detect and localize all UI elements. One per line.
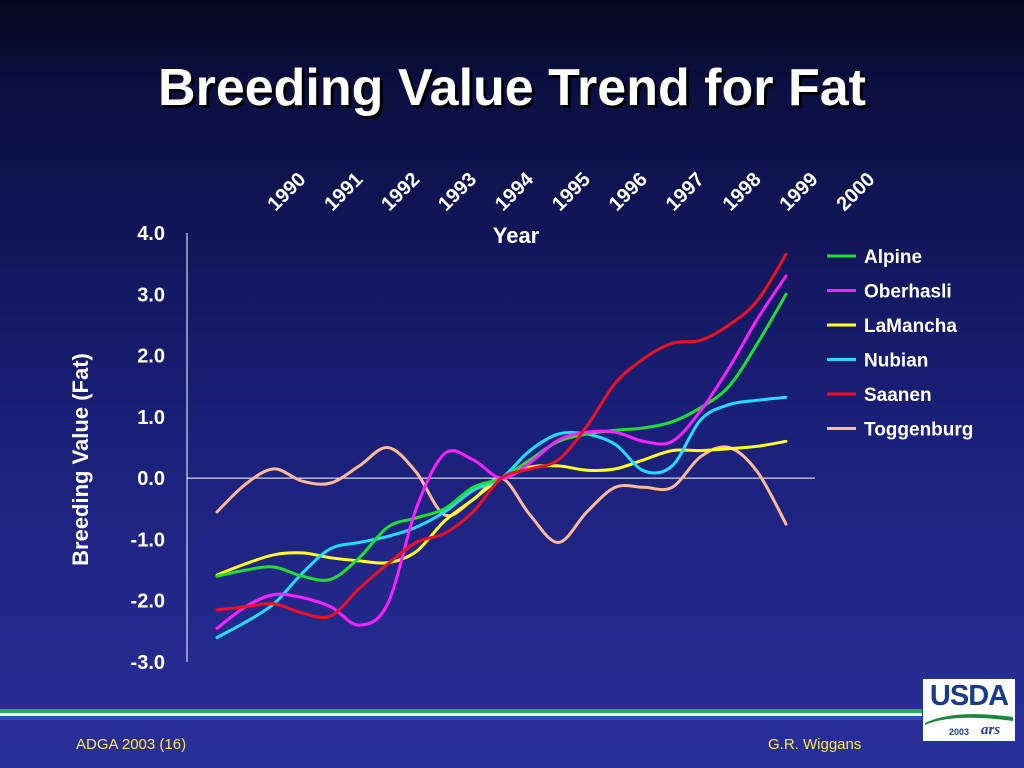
x-tick-label: 2000 — [832, 169, 879, 216]
usda-logo-swoosh — [925, 714, 1013, 725]
x-tick-label: 1990 — [263, 169, 310, 216]
legend: Alpine Oberhasli LaMancha Nubian Saanen Togge… — [827, 247, 973, 441]
usda-logo: USDA 2003 ars — [922, 678, 1016, 742]
x-tick-label: 1991 — [320, 169, 367, 216]
x-tick-label: 1996 — [605, 169, 652, 216]
y-tick-label: 2.0 — [137, 346, 165, 368]
slide-title: Breeding Value Trend for Fat — [158, 59, 866, 117]
y-tick-label: -2.0 — [131, 591, 165, 613]
legend-label-alpine: Alpine — [864, 247, 922, 268]
x-tick-label: 1992 — [377, 169, 424, 216]
y-axis-label: Breeding Value (Fat) — [68, 353, 93, 566]
series-line-alpine — [215, 292, 788, 582]
series-line-lamancha — [215, 439, 788, 577]
footer-author-label: G.R. Wiggans — [768, 736, 862, 753]
series-lines — [215, 252, 788, 639]
ars-logo-text: ars — [981, 722, 1001, 738]
y-tick-label: 1.0 — [137, 407, 165, 429]
legend-label-toggenburg: Toggenburg — [864, 420, 973, 441]
footer-event-label: ADGA 2003 (16) — [76, 736, 187, 753]
y-tick-label: -1.0 — [131, 529, 165, 551]
legend-label-lamancha: LaMancha — [864, 316, 957, 337]
y-tick-label: 0.0 — [137, 468, 165, 490]
y-tick-label: -3.0 — [131, 652, 165, 674]
x-axis: 1990 1991 1992 1993 1994 1995 1996 1997 1998 1999… — [263, 168, 879, 248]
footer-stripe-green — [0, 709, 922, 713]
line-chart: 4.0 3.0 2.0 1.0 0.0 -1.0 -2.0 -3.0 Breeding Valu… — [68, 168, 973, 674]
series-line-toggenburg — [215, 445, 788, 544]
logo-year: 2003 — [949, 727, 970, 737]
legend-label-nubian: Nubian — [864, 351, 928, 372]
footer-stripe-blue — [0, 716, 922, 720]
series-line-nubian — [215, 395, 788, 639]
legend-label-saanen: Saanen — [864, 385, 932, 406]
x-tick-label: 1997 — [662, 169, 709, 216]
x-tick-label: 1994 — [491, 168, 539, 216]
usda-logo-text: USDA — [929, 680, 1009, 712]
footer-stripe-white — [0, 713, 922, 716]
series-line-saanen — [215, 252, 788, 620]
x-axis-label: Year — [493, 223, 540, 248]
y-tick-label: 3.0 — [137, 284, 165, 306]
x-tick-label: 1998 — [719, 169, 766, 216]
x-tick-label: 1993 — [434, 169, 481, 216]
x-tick-label: 1999 — [776, 169, 823, 216]
y-tick-label: 4.0 — [137, 223, 165, 245]
legend-label-oberhasli: Oberhasli — [864, 282, 952, 303]
y-axis: 4.0 3.0 2.0 1.0 0.0 -1.0 -2.0 -3.0 Breeding Valu… — [68, 223, 815, 674]
x-tick-label: 1995 — [548, 169, 595, 216]
